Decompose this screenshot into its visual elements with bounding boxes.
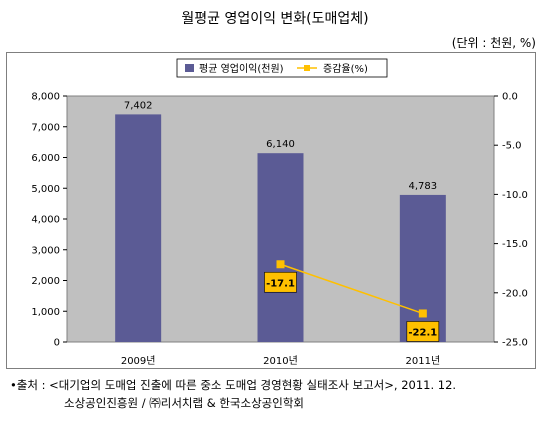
line-value-label-box xyxy=(406,321,440,342)
right-axis-tick-label: -15.0 xyxy=(502,239,528,250)
bar-value-label: 6,140 xyxy=(266,139,295,150)
right-axis-tick-label: -20.0 xyxy=(502,288,528,299)
right-axis-tick-label: -25.0 xyxy=(502,338,528,349)
left-axis-tick-label: 6,000 xyxy=(31,153,60,164)
legend-box xyxy=(176,58,388,78)
line-value-label-box xyxy=(264,271,297,293)
legend-label-bar: 평균 영업이익(천원) xyxy=(199,62,284,75)
chart-svg: 0 1,000 2,000 3,000 4,000 5,000 6,000 7,000 8,00… xyxy=(31,58,528,367)
x-axis-tick-label: 2011년 xyxy=(406,355,441,367)
line-value-label: -17.1 xyxy=(266,278,295,289)
left-axis-tick-label: 8,000 xyxy=(31,92,60,103)
left-axis-tick-label: 3,000 xyxy=(31,245,60,256)
right-axis-tick-label: 0.0 xyxy=(502,92,518,103)
legend-swatch-marker xyxy=(304,65,310,71)
line-point xyxy=(276,260,285,269)
chart-frame: 0 1,000 2,000 3,000 4,000 5,000 6,000 7,000 8,00… xyxy=(6,52,536,369)
right-axis-tick-label: -10.0 xyxy=(502,190,528,201)
x-axis-tick-label: 2009년 xyxy=(121,355,156,367)
left-axis-tick-label: 1,000 xyxy=(31,307,60,318)
line-point xyxy=(418,309,427,318)
right-axis-tick-label: -5.0 xyxy=(502,141,522,152)
bar-value-label: 4,783 xyxy=(409,181,438,192)
bar xyxy=(257,153,304,342)
source-line-1: •출처 : <대기업의 도매업 진출에 따른 중소 도매업 경영현황 실태조사 … xyxy=(10,378,457,392)
left-axis-tick-label: 5,000 xyxy=(31,184,60,195)
legend-swatch-bar xyxy=(185,64,194,72)
left-axis-tick-label: 0 xyxy=(54,338,60,349)
bar xyxy=(115,114,162,342)
bar-value-label: 7,402 xyxy=(124,100,153,111)
left-axis-tick-label: 4,000 xyxy=(31,215,60,226)
left-axis-tick-label: 2,000 xyxy=(31,276,60,287)
legend-label-line: 증감율(%) xyxy=(323,63,368,75)
source-line-2: 소상공인진흥원 / ㈜리서치랩 & 한국소상공인학회 xyxy=(64,396,304,410)
line-value-label: -22.1 xyxy=(408,327,437,338)
bar xyxy=(399,194,446,342)
chart-title: 월평균 영업이익 변화(도매업체) xyxy=(181,11,369,27)
left-axis-tick-label: 7,000 xyxy=(31,122,60,133)
source-note: •출처 : <대기업의 도매업 진출에 따른 중소 도매업 경영현황 실태조사 … xyxy=(10,376,456,412)
unit-label: (단위 : 천원, %) xyxy=(451,36,536,50)
line-series xyxy=(280,263,424,315)
x-axis-tick-label: 2010년 xyxy=(263,355,298,367)
